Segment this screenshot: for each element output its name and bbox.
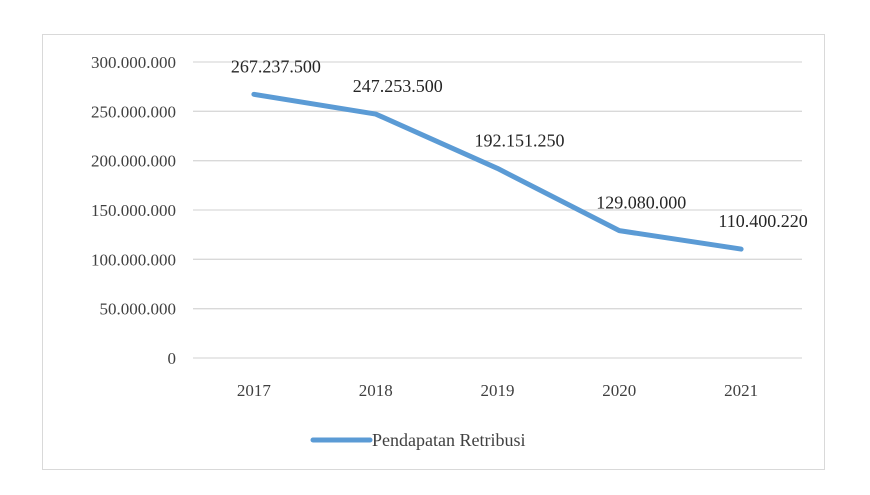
data-labels: 267.237.500 247.253.500 192.151.250 129.080… bbox=[231, 56, 808, 231]
y-tick-label: 150.000.000 bbox=[91, 201, 176, 220]
data-label: 192.151.250 bbox=[475, 130, 565, 150]
data-label: 129.080.000 bbox=[596, 193, 686, 213]
data-label: 267.237.500 bbox=[231, 56, 321, 76]
legend-label-pendapatan-retribusi: Pendapatan Retribusi bbox=[372, 430, 525, 450]
y-tick-label: 50.000.000 bbox=[100, 300, 177, 319]
x-tick-label: 2019 bbox=[481, 381, 515, 400]
y-tick-label: 250.000.000 bbox=[91, 102, 176, 121]
y-tick-label: 0 bbox=[168, 349, 177, 368]
y-tick-label: 100.000.000 bbox=[91, 250, 176, 269]
data-label: 247.253.500 bbox=[353, 76, 443, 96]
legend: Pendapatan Retribusi bbox=[310, 430, 525, 450]
gridlines bbox=[193, 61, 802, 359]
data-label: 110.400.220 bbox=[718, 211, 807, 231]
series-line-0 bbox=[251, 91, 744, 252]
chart-frame bbox=[42, 34, 825, 470]
x-tick-label: 2017 bbox=[237, 381, 272, 400]
x-tick-label: 2020 bbox=[602, 381, 636, 400]
y-tick-label: 200.000.000 bbox=[91, 152, 176, 171]
y-axis-tick-labels: 0 50.000.000 100.000.000 150.000.000 200.000… bbox=[91, 53, 176, 368]
y-tick-label: 300.000.000 bbox=[91, 53, 176, 72]
x-tick-label: 2018 bbox=[359, 381, 393, 400]
x-axis-tick-labels: 2017 2018 2019 2020 2021 bbox=[237, 381, 758, 400]
x-tick-label: 2021 bbox=[724, 381, 758, 400]
series-lines bbox=[251, 91, 744, 252]
